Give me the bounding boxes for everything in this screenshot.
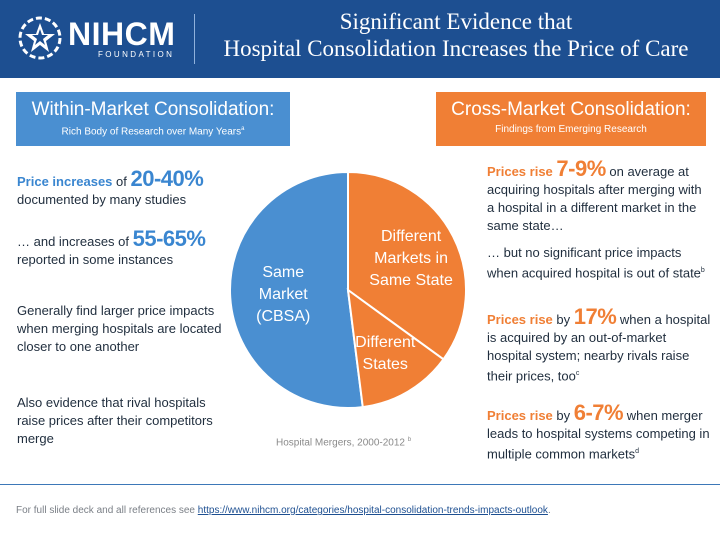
stat-55-65: 55-65%: [132, 226, 206, 251]
prices-rise-label-3: Prices rise: [487, 408, 553, 423]
finding-r4-ref: d: [635, 448, 640, 455]
pie-caption: Hospital Mergers, 2000-2012 b: [276, 437, 411, 448]
finding-out-of-state: … but no significant price impacts when …: [487, 244, 712, 282]
of-text: of: [112, 174, 131, 189]
stat-6-7: 6-7%: [573, 400, 624, 425]
nihcm-logo[interactable]: NIHCM FOUNDATION: [16, 14, 196, 64]
star-logo-icon: [18, 16, 62, 60]
cross-market-box: Cross-Market Consolidation: Findings fro…: [436, 92, 706, 146]
title-line-2: Hospital Consolidation Increases the Pri…: [223, 36, 689, 61]
pie-chart: Same Market (CBSA) Different Markets in Same …: [229, 170, 467, 409]
finding-2-pre: … and increases of: [17, 234, 133, 249]
finding-1-rest: documented by many studies: [17, 192, 187, 207]
finding-prices-rise-17: Prices rise by 17% when a hospital is ac…: [487, 306, 712, 385]
by-text-2: by: [552, 408, 574, 423]
footer-end: .: [547, 505, 551, 516]
finding-r3-ref: c: [575, 370, 580, 377]
title-line-1: Significant Evidence that: [339, 9, 573, 34]
finding-prices-rise-6-7: Prices rise by 6-7% when merger leads to…: [487, 402, 712, 463]
cross-market-subtitle: Findings from Emerging Research: [495, 124, 647, 135]
finding-r2-ref: b: [700, 267, 705, 274]
by-text-1: by: [552, 312, 574, 327]
within-market-subtitle-text: Rich Body of Research over Many Years: [61, 126, 242, 138]
logo-subtitle: FOUNDATION: [98, 50, 175, 59]
pie-label-2: Different Markets in Same State: [369, 228, 453, 289]
finding-price-increases: Price increases of 20-40% documented by …: [17, 168, 227, 209]
footer-link[interactable]: https://www.nihcm.org/categories/hospita…: [197, 505, 548, 516]
pie-slice-1: [229, 170, 364, 409]
hospital-mergers-pie: Same Market (CBSA) Different Markets in Same …: [228, 160, 468, 430]
pie-caption-ref: b: [407, 437, 412, 443]
price-increases-label: Price increases: [17, 174, 113, 189]
footer-text: For full slide deck and all references s…: [16, 505, 198, 516]
finding-prices-rise-7-9: Prices rise 7-9% on average at acquiring…: [487, 158, 712, 235]
finding-r3-rest: when a hospital is acquired by an out-of…: [487, 312, 711, 384]
pie-label-3: Different States: [355, 334, 416, 373]
within-market-box: Within-Market Consolidation: Rich Body o…: [16, 92, 290, 146]
pie-slice-3: [346, 287, 445, 409]
within-market-title: Within-Market Consolidation:: [31, 99, 275, 120]
stat-7-9: 7-9%: [556, 156, 606, 181]
finding-r1-rest: on average at acquiring hospitals after …: [487, 164, 702, 233]
within-market-ref: a: [241, 126, 245, 132]
finding-some-instances: … and increases of 55-65% reported in so…: [17, 228, 227, 269]
pie-label-1: Same Market (CBSA): [256, 264, 310, 325]
footer-divider: [0, 484, 720, 485]
prices-rise-label-1: Prices rise: [487, 164, 553, 179]
header-divider: [194, 14, 195, 64]
within-market-subtitle: Rich Body of Research over Many Yearsa: [16, 123, 290, 138]
cross-market-title: Cross-Market Consolidation:: [451, 99, 691, 120]
finding-r2-text: … but no significant price impacts when …: [487, 245, 701, 281]
logo-name: NIHCM: [68, 16, 176, 52]
header-banner: NIHCM FOUNDATION Significant Evidence th…: [0, 0, 720, 78]
finding-rival-hospitals: Also evidence that rival hospitals raise…: [17, 395, 213, 446]
finding-2-rest: reported in some instances: [17, 252, 174, 267]
footer-note: For full slide deck and all references s…: [16, 505, 551, 516]
prices-rise-label-2: Prices rise: [487, 312, 553, 327]
page-title: Significant Evidence that Hospital Conso…: [196, 8, 716, 62]
stat-17: 17%: [573, 304, 617, 329]
finding-r4-rest: when merger leads to hospital systems co…: [487, 408, 710, 462]
finding-closer-hospitals: Generally find larger price impacts when…: [17, 303, 222, 354]
pie-caption-text: Hospital Mergers, 2000-2012: [276, 437, 405, 449]
stat-20-40: 20-40%: [130, 166, 204, 191]
pie-slice-2: [347, 170, 467, 361]
